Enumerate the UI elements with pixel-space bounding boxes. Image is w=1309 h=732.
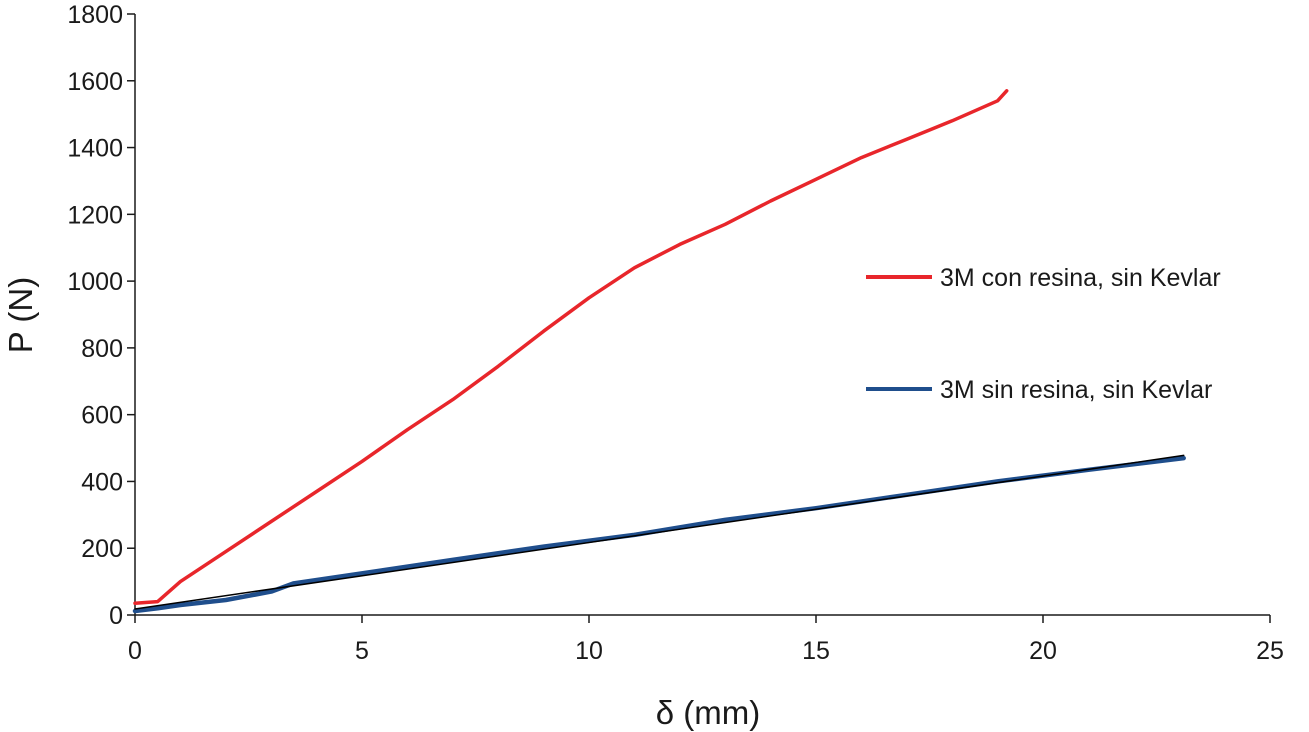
x-tick-label: 10 — [575, 637, 603, 665]
x-tick-label: 20 — [1029, 637, 1057, 665]
y-axis-title: P (N) — [2, 277, 39, 353]
legend-label-sin-resina: 3M sin resina, sin Kevlar — [940, 376, 1212, 404]
y-tick-label: 400 — [81, 468, 123, 496]
legend-label-con-resina: 3M con resina, sin Kevlar — [940, 264, 1221, 292]
y-tick-label: 200 — [81, 535, 123, 563]
y-tick-label: 1800 — [67, 1, 123, 29]
y-tick-label: 1400 — [67, 135, 123, 163]
y-tick-label: 0 — [109, 602, 123, 630]
y-tick-label: 800 — [81, 335, 123, 363]
y-tick-label: 600 — [81, 402, 123, 430]
y-tick-label: 1000 — [67, 268, 123, 296]
y-tick-label: 1600 — [67, 68, 123, 96]
x-tick-label: 5 — [355, 637, 369, 665]
x-tick-label: 25 — [1256, 637, 1284, 665]
x-tick-label: 0 — [128, 637, 142, 665]
x-tick-label: 15 — [802, 637, 830, 665]
series-con-resina-line — [133, 89, 1009, 606]
y-tick-label: 1200 — [67, 201, 123, 229]
series-sin-resina-line — [132, 455, 1186, 614]
axes: 0 200 400 600 800 1000 1200 1400 1600 1800 0 5 10 15 2… — [67, 1, 1284, 665]
series-layer — [132, 89, 1186, 614]
linear-fit-line — [134, 454, 1185, 610]
legend: 3M con resina, sin Kevlar 3M sin resina,… — [866, 264, 1221, 404]
x-axis-title: δ (mm) — [656, 694, 761, 731]
